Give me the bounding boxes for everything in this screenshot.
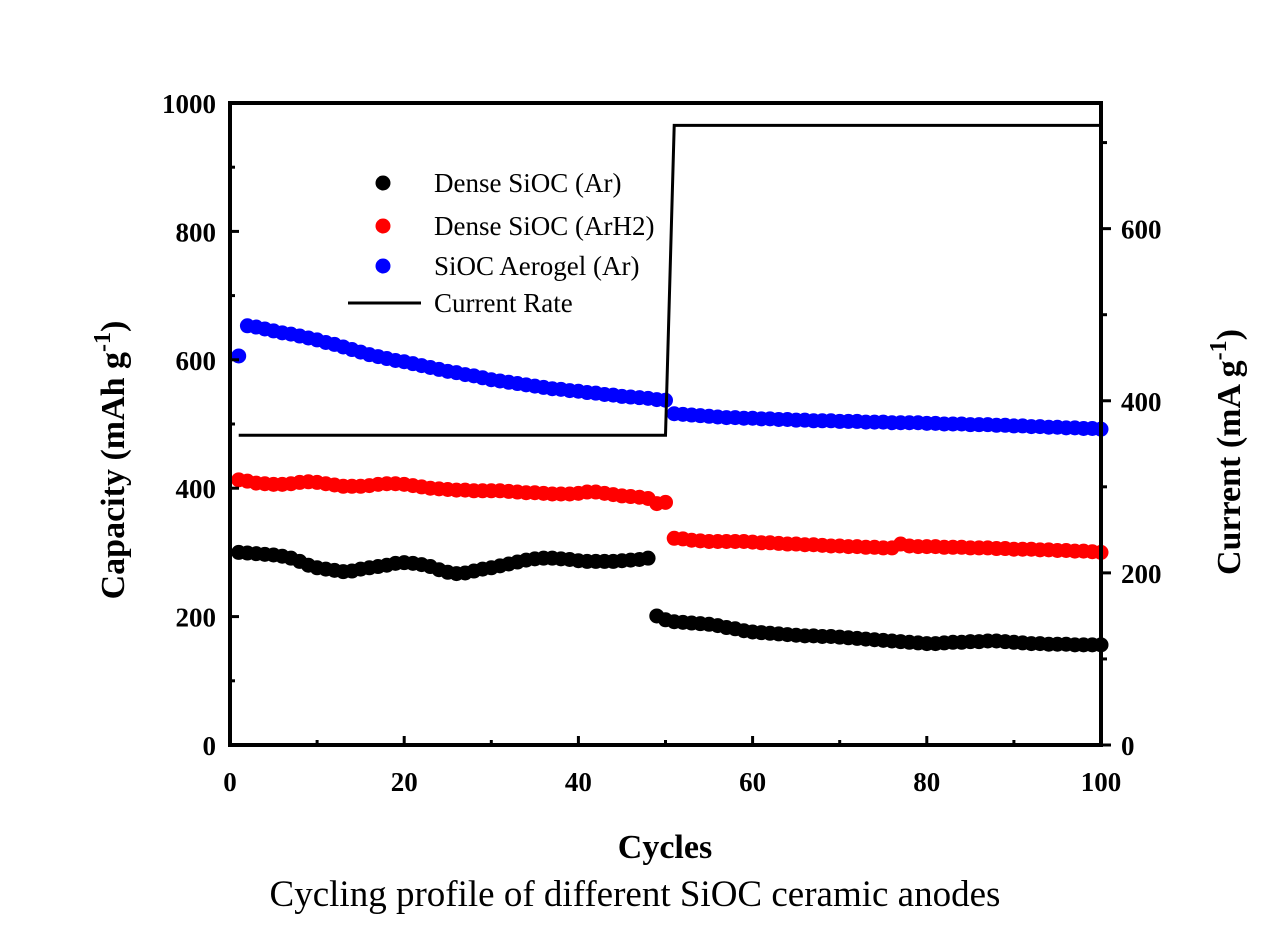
y-axis-title: Capacity (mAh g-1) [90,321,132,600]
y-axis-title-sup: -1 [90,332,116,352]
y-axis-title-end: ) [95,321,132,332]
y-tick-label: 1000 [162,89,216,119]
y-tick-label: 800 [176,217,217,247]
legend-item: Dense SiOC (ArH2) [375,211,654,241]
legend-marker [375,258,391,274]
series-current-rate [238,123,1101,437]
legend-label: Dense SiOC (Ar) [434,168,621,198]
legend-label: Dense SiOC (ArH2) [434,211,654,241]
x-tick-label: 100 [1081,767,1122,797]
x-tick-label: 80 [913,767,940,797]
y2-axis-title-sup: -1 [1206,340,1232,360]
y-tick-label: 600 [176,346,217,376]
y2-tick-label: 400 [1121,387,1162,417]
y-axis-title-main: Capacity (mAh g [95,352,132,599]
y2-axis-title: Current (mA g-1) [1206,329,1248,575]
legend-marker [375,175,391,191]
y2-axis-title-main: Current (mA g [1211,360,1248,575]
legend-label: Current Rate [434,288,573,318]
legend-item: Current Rate [348,288,573,318]
current-rate-line [238,123,1101,437]
y2-axis-title-end: ) [1211,329,1248,340]
y-tick-label: 0 [203,731,217,761]
x-tick-label: 60 [739,767,766,797]
legend-item: SiOC Aerogel (Ar) [375,251,639,281]
y2-tick-label: 200 [1121,559,1162,589]
data-point [658,494,673,510]
series-dense-sioc-ar- [231,544,1109,653]
legend-item: Dense SiOC (Ar) [375,168,621,198]
x-tick-label: 0 [223,767,237,797]
x-axis-title: Cycles [618,829,712,866]
y-tick-label: 200 [176,603,217,633]
legend-label: SiOC Aerogel (Ar) [434,251,639,281]
series-dense-sioc-arh2- [231,472,1109,560]
x-tick-label: 40 [565,767,592,797]
y2-tick-label: 0 [1121,731,1135,761]
figure-caption: Cycling profile of different SiOC cerami… [270,874,1001,915]
y2-tick-label: 600 [1121,215,1162,245]
series-sioc-aerogel-ar- [231,318,1109,437]
legend-marker [375,218,391,234]
data-marks [231,123,1109,653]
data-point [640,550,656,566]
y-tick-label: 400 [176,474,217,504]
x-tick-label: 20 [391,767,418,797]
legend: Dense SiOC (Ar) Dense SiOC (ArH2) SiOC Aer… [348,168,654,318]
